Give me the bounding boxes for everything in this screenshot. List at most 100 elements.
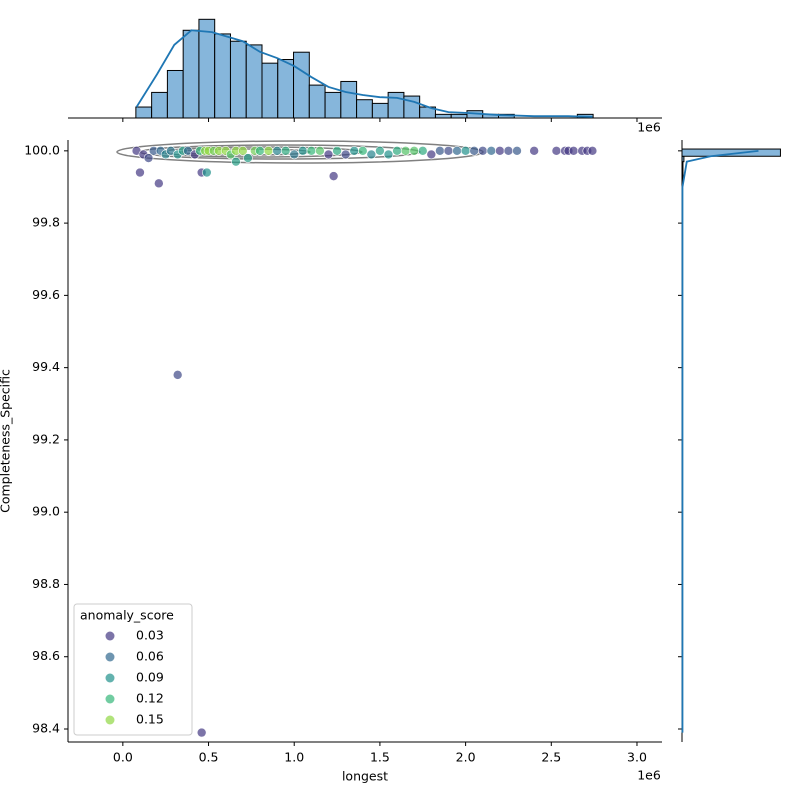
scatter-point (349, 146, 360, 156)
scatter-point (587, 146, 598, 156)
y-tick-label: 99.6 (32, 287, 60, 302)
scatter-point (435, 146, 445, 156)
legend-title: anomaly_score (80, 608, 174, 623)
y-tick-label: 98.4 (32, 720, 60, 735)
kde-line (135, 29, 593, 118)
hist-bar (229, 40, 247, 119)
hist-bar (340, 80, 358, 119)
scatter-point (486, 146, 497, 156)
scatter-point (469, 146, 479, 156)
scatter-point (323, 149, 334, 160)
scatter-point (383, 149, 394, 160)
x-offset: 1e6 (637, 768, 661, 783)
legend-label: 0.15 (136, 712, 164, 727)
hist-bar (371, 102, 389, 119)
y-axis-label: Completeness_Specific (0, 369, 13, 513)
hist-bar (434, 113, 452, 119)
scatter-point (196, 727, 207, 738)
hist-bar (214, 33, 231, 119)
scatter-point (328, 171, 339, 181)
scatter-point (512, 146, 522, 156)
scatter-point (426, 149, 437, 160)
y-tick-label: 99.4 (32, 359, 60, 374)
scatter-point (340, 149, 351, 160)
legend-label: 0.09 (136, 670, 164, 685)
hist-bar (245, 44, 263, 119)
y-tick-label: 98.8 (32, 576, 60, 591)
scatter-point (392, 146, 402, 156)
scatter-point (409, 146, 419, 156)
scatter-point (495, 146, 505, 156)
scatter-point (243, 153, 253, 163)
scatter-point (452, 146, 462, 156)
scatter-point (477, 146, 488, 156)
y-tick-label: 99.2 (32, 431, 60, 446)
scatter-point (172, 370, 183, 380)
scatter-point (400, 146, 411, 156)
legend-label: 0.03 (136, 628, 164, 643)
x-axis-label: longest (342, 769, 388, 784)
hist-bar (261, 62, 279, 119)
hist-bar (324, 91, 342, 119)
scatter-point (332, 146, 342, 156)
scatter-point (375, 146, 385, 156)
scatter-point (568, 146, 579, 156)
scatter-point (263, 146, 274, 156)
legend-marker (105, 631, 115, 641)
scatter-point (297, 146, 308, 156)
hist-bar (681, 161, 684, 174)
legend-box (73, 603, 193, 736)
legend-label: 0.06 (136, 649, 164, 664)
scatter-point (503, 146, 514, 156)
scatter-point (315, 146, 325, 156)
hist-bar (293, 51, 310, 119)
scatter-point (280, 146, 291, 156)
hist-bar (198, 18, 216, 119)
hist-bar (450, 113, 468, 119)
scatter-point (366, 149, 377, 160)
hist-bar (308, 84, 326, 119)
x-offset: 1e6 (637, 120, 661, 135)
x-tick-label: 3.0 (627, 750, 647, 765)
kde-line (681, 149, 759, 733)
scatter-point (238, 146, 248, 156)
scatter-point (143, 153, 154, 163)
hist-bar (277, 59, 295, 119)
y-tick-label: 99.8 (32, 215, 60, 230)
scatter-point (135, 167, 145, 178)
x-tick-label: 0.0 (113, 750, 133, 765)
scatter-point (443, 146, 454, 156)
scatter-point (231, 156, 241, 167)
scatter-point (289, 149, 300, 160)
scatter-point (357, 146, 368, 156)
scatter-point (272, 146, 282, 156)
x-tick-label: 2.5 (541, 750, 561, 765)
legend-marker (105, 715, 115, 725)
scatter-point (551, 146, 562, 156)
hist-bar (182, 29, 200, 119)
legend-marker (105, 652, 115, 662)
hist-bar (681, 155, 685, 163)
x-tick-label: 1.5 (370, 750, 390, 765)
hist-bar (387, 91, 405, 119)
hist-bar (356, 99, 373, 119)
legend-label: 0.12 (136, 691, 164, 706)
hist-bar (166, 69, 184, 119)
scatter-point (460, 146, 471, 156)
x-tick-label: 0.5 (199, 750, 219, 765)
y-tick-label: 100.0 (24, 142, 60, 157)
hist-bar (135, 106, 153, 119)
legend-marker (105, 673, 115, 683)
scatter-point (154, 178, 164, 189)
y-tick-label: 99.0 (32, 504, 60, 519)
scatter-point (255, 146, 265, 156)
scatter-point (529, 146, 539, 156)
hist-bar (681, 148, 781, 157)
scatter-point (417, 146, 428, 156)
scatter-point (306, 146, 317, 156)
hist-bar (151, 91, 168, 119)
scatter-point (202, 167, 212, 178)
y-tick-label: 98.6 (32, 648, 60, 663)
x-tick-label: 2.0 (456, 750, 476, 765)
